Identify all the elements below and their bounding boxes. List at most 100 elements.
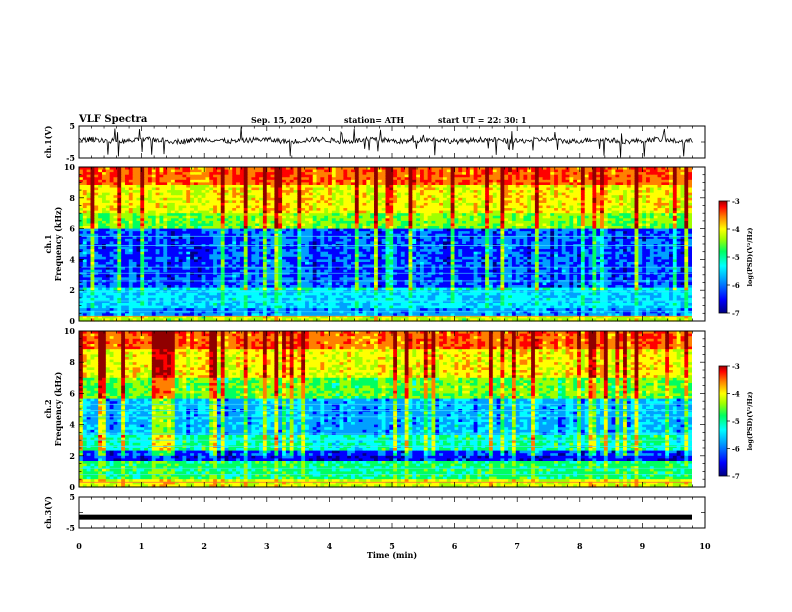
spectrogram-cell <box>573 177 578 181</box>
spectrogram-cell <box>316 174 321 178</box>
spectrogram-cell <box>565 169 570 173</box>
spectrogram-cell <box>531 167 536 171</box>
spectrogram-cell <box>619 172 624 176</box>
spectrogram-cell <box>546 167 551 171</box>
spectrogram-cell <box>297 174 302 178</box>
spectrogram-cell <box>86 177 92 181</box>
spectrogram-cell <box>243 169 249 173</box>
spectrogram-cell <box>531 174 536 178</box>
spectrogram-cell <box>538 172 544 176</box>
spectrogram-cell <box>381 169 387 173</box>
spectrogram-cell <box>569 174 574 178</box>
spectrogram-cell <box>511 174 517 178</box>
spectrogram-cell <box>546 172 551 176</box>
spectrogram-cell <box>82 167 88 171</box>
spectrogram-cell <box>416 177 421 181</box>
spectrogram-cell <box>634 169 639 173</box>
spectrogram-cell <box>251 167 256 171</box>
spectrogram-cell <box>213 172 218 176</box>
spectrogram-cell <box>259 174 264 178</box>
spectrogram-cell <box>684 174 689 178</box>
spectrogram-cell <box>542 177 548 181</box>
spectrogram-cell <box>381 167 387 171</box>
spectrogram-cell <box>423 177 429 181</box>
spectrogram-cell <box>209 174 214 178</box>
spectrogram-cell <box>657 169 662 173</box>
spectrogram-cell <box>515 177 521 181</box>
spectrogram-cell <box>101 172 107 176</box>
spectrogram-cell <box>213 177 218 181</box>
spectrogram-cell <box>293 169 298 173</box>
spectrogram-cell <box>607 167 613 171</box>
spectrogram-cell <box>113 167 118 171</box>
spectrogram-cell <box>485 177 490 181</box>
spectrogram-cell <box>661 169 666 173</box>
spectrogram-cell <box>335 167 341 171</box>
spectrogram-cell <box>105 174 111 178</box>
spectrogram-cell <box>209 169 214 173</box>
spectrogram-cell <box>573 169 578 173</box>
spectrogram-cell <box>646 174 651 178</box>
spectrogram-cell <box>389 169 394 173</box>
spectrogram-cell <box>442 177 448 181</box>
spectrogram-cell <box>370 172 375 176</box>
spectrogram-cell <box>458 177 463 181</box>
spectrogram-cell <box>243 172 249 176</box>
spectrogram-cell <box>220 172 226 176</box>
spectrogram-cell <box>435 172 440 176</box>
spectrogram-cell <box>611 174 616 178</box>
spectrogram-cell <box>362 177 367 181</box>
spectrogram-cell <box>101 177 107 181</box>
spectrogram-cell <box>316 177 321 181</box>
spectrogram-cell <box>113 174 118 178</box>
spectrogram-cell <box>289 174 295 178</box>
spectrogram-cell <box>462 172 467 176</box>
spectrogram-cell <box>554 177 559 181</box>
spectrogram-cell <box>259 177 264 181</box>
spectrogram-cell <box>132 169 138 173</box>
spectrogram-cell <box>523 167 528 171</box>
spectrogram-cell <box>454 174 459 178</box>
spectrogram-cell <box>389 172 394 176</box>
spectrogram-cell <box>255 177 260 181</box>
spectrogram-cell <box>109 177 115 181</box>
spectrogram-cell <box>351 169 356 173</box>
spectrogram-cell <box>523 172 528 176</box>
spectrogram-cell <box>676 174 682 178</box>
spectrogram-cell <box>584 172 590 176</box>
spectrogram-cell <box>282 167 287 171</box>
spectrogram-cell <box>416 169 421 173</box>
spectrogram-cell <box>519 167 525 171</box>
spectrogram-cell <box>328 174 333 178</box>
spectrogram-cell <box>354 167 360 171</box>
spectrogram-cell <box>121 174 126 178</box>
spectrogram-cell <box>623 169 628 173</box>
spectrogram-cell <box>255 174 260 178</box>
spectrogram-cell <box>186 167 191 171</box>
spectrogram-cell <box>642 167 647 171</box>
spectrogram-cell <box>155 174 161 178</box>
spectrogram-cell <box>389 174 394 178</box>
spectrogram-cell <box>178 167 184 171</box>
spectrogram-cell <box>128 172 134 176</box>
spectrogram-cell <box>128 167 134 171</box>
spectrogram-cell <box>289 169 295 173</box>
spectrogram-cell <box>630 172 636 176</box>
spectrogram-cell <box>458 167 463 171</box>
spectrogram-cell <box>109 172 115 176</box>
spectrogram-cell <box>144 167 149 171</box>
spectrogram-cell <box>492 174 498 178</box>
spectrogram-cell <box>117 169 122 173</box>
date-label: Sep. 15, 2020 <box>251 115 312 125</box>
spectrogram-cell <box>672 167 678 171</box>
spectrogram-cell <box>626 174 632 178</box>
spectrogram-cell <box>412 169 417 173</box>
spectrogram-cell <box>419 167 425 171</box>
spectrogram-cell <box>144 169 149 173</box>
spectrogram-cell <box>324 167 329 171</box>
spectrogram-cell <box>565 174 570 178</box>
spectrogram-cell <box>404 177 410 181</box>
spectrogram-cell <box>630 169 636 173</box>
spectrogram-cell <box>672 169 678 173</box>
spectrogram-cell <box>216 172 222 176</box>
